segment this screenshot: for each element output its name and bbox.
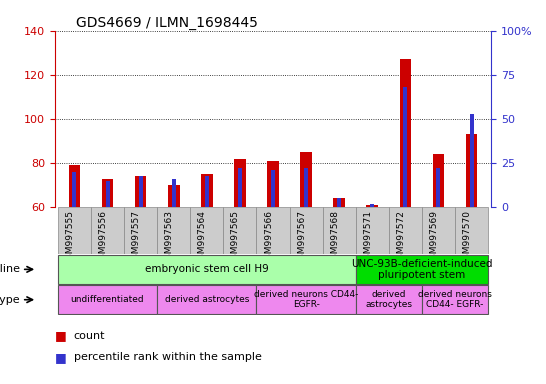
- Text: count: count: [74, 331, 105, 341]
- Text: ■: ■: [55, 351, 67, 364]
- FancyBboxPatch shape: [58, 207, 91, 254]
- Bar: [69, 166, 80, 340]
- FancyBboxPatch shape: [124, 207, 157, 254]
- Bar: [271, 170, 275, 207]
- FancyBboxPatch shape: [289, 207, 323, 254]
- Bar: [304, 169, 308, 207]
- FancyBboxPatch shape: [91, 207, 124, 254]
- Text: derived neurons CD44-
EGFR-: derived neurons CD44- EGFR-: [254, 290, 358, 310]
- Text: GSM997556: GSM997556: [98, 210, 108, 265]
- Bar: [366, 205, 378, 340]
- Bar: [102, 179, 114, 340]
- Bar: [172, 179, 176, 207]
- Text: GSM997572: GSM997572: [396, 210, 405, 265]
- Text: derived neurons
CD44- EGFR-: derived neurons CD44- EGFR-: [418, 290, 492, 310]
- Bar: [73, 172, 76, 207]
- Bar: [370, 204, 374, 207]
- Bar: [337, 199, 341, 207]
- FancyBboxPatch shape: [356, 285, 422, 314]
- Bar: [201, 174, 212, 340]
- Bar: [135, 176, 146, 340]
- Bar: [139, 175, 143, 207]
- Text: cell type: cell type: [0, 295, 20, 305]
- Bar: [400, 60, 411, 340]
- Text: GSM997565: GSM997565: [231, 210, 240, 265]
- Text: GSM997570: GSM997570: [462, 210, 472, 265]
- Bar: [238, 169, 242, 207]
- Text: GSM997557: GSM997557: [132, 210, 141, 265]
- Text: GSM997564: GSM997564: [198, 210, 207, 265]
- FancyBboxPatch shape: [58, 255, 356, 284]
- Text: percentile rank within the sample: percentile rank within the sample: [74, 352, 262, 362]
- Text: GSM997567: GSM997567: [297, 210, 306, 265]
- Text: cell line: cell line: [0, 264, 20, 274]
- FancyBboxPatch shape: [157, 285, 257, 314]
- Bar: [300, 152, 312, 340]
- Text: GDS4669 / ILMN_1698445: GDS4669 / ILMN_1698445: [76, 16, 258, 30]
- Bar: [403, 87, 407, 207]
- Text: embryonic stem cell H9: embryonic stem cell H9: [145, 264, 269, 274]
- Bar: [432, 154, 444, 340]
- Text: derived astrocytes: derived astrocytes: [165, 295, 249, 304]
- Bar: [168, 185, 180, 340]
- FancyBboxPatch shape: [389, 207, 422, 254]
- Text: GSM997555: GSM997555: [66, 210, 74, 265]
- Bar: [234, 159, 246, 340]
- FancyBboxPatch shape: [190, 207, 223, 254]
- Text: undifferentiated: undifferentiated: [71, 295, 144, 304]
- Bar: [436, 169, 441, 207]
- Text: ■: ■: [55, 329, 67, 343]
- Text: GSM997566: GSM997566: [264, 210, 273, 265]
- Bar: [466, 134, 477, 340]
- Bar: [105, 181, 110, 207]
- FancyBboxPatch shape: [422, 285, 488, 314]
- FancyBboxPatch shape: [356, 207, 389, 254]
- Bar: [334, 199, 345, 340]
- Text: GSM997569: GSM997569: [430, 210, 438, 265]
- Text: GSM997563: GSM997563: [165, 210, 174, 265]
- Bar: [470, 114, 473, 207]
- Text: derived
astrocytes: derived astrocytes: [365, 290, 412, 310]
- FancyBboxPatch shape: [58, 285, 157, 314]
- Bar: [205, 175, 209, 207]
- Bar: [267, 161, 279, 340]
- FancyBboxPatch shape: [157, 207, 190, 254]
- Text: GSM997568: GSM997568: [330, 210, 339, 265]
- FancyBboxPatch shape: [422, 207, 455, 254]
- FancyBboxPatch shape: [257, 285, 356, 314]
- FancyBboxPatch shape: [455, 207, 488, 254]
- FancyBboxPatch shape: [223, 207, 257, 254]
- FancyBboxPatch shape: [356, 255, 488, 284]
- FancyBboxPatch shape: [257, 207, 289, 254]
- Text: GSM997571: GSM997571: [363, 210, 372, 265]
- Text: UNC-93B-deficient-induced
pluripotent stem: UNC-93B-deficient-induced pluripotent st…: [351, 258, 492, 280]
- FancyBboxPatch shape: [323, 207, 356, 254]
